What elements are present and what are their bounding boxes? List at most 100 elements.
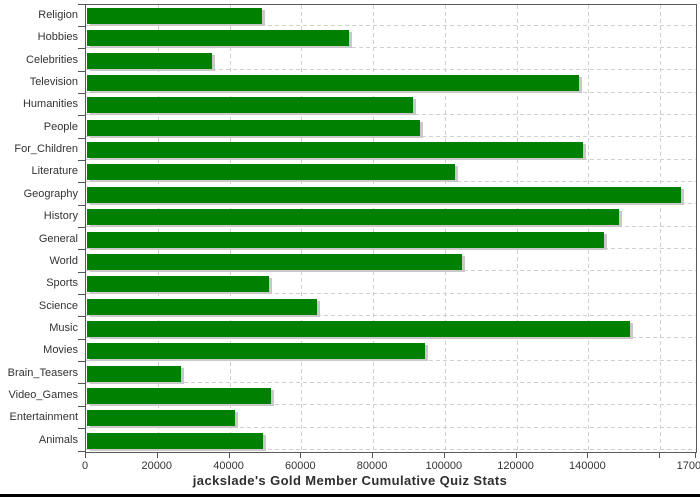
category-label-Science: Science [38, 299, 78, 312]
x-axis-tick-label: 100000 [425, 460, 463, 472]
y-axis-tick [78, 361, 85, 363]
category-label-Hobbies: Hobbies [37, 31, 78, 44]
y-axis-tick [78, 338, 85, 340]
category-gridline [86, 158, 696, 160]
x-axis-tick-label: 40000 [213, 460, 244, 472]
y-axis-tick [78, 428, 85, 430]
bar-Video_Games [87, 387, 272, 404]
category-label-Movies: Movies [43, 344, 78, 357]
bar-Television [87, 75, 580, 92]
bar-Celebrities [87, 52, 212, 69]
x-axis-tick [695, 453, 696, 458]
y-axis-tick [78, 294, 85, 296]
category-label-Religion: Religion [38, 9, 78, 21]
x-axis-tick-label: 80000 [356, 460, 388, 472]
y-axis-tick [78, 70, 85, 72]
vertical-gridline [444, 5, 446, 452]
category-gridline [86, 359, 696, 361]
vertical-gridline [157, 5, 159, 452]
bar-General [87, 231, 605, 248]
bar-Music [87, 320, 631, 337]
category-label-Geography: Geography [23, 187, 78, 200]
y-axis-tick [78, 92, 85, 94]
bar-For_Children [87, 142, 584, 159]
category-gridline [86, 404, 696, 406]
bar-Hobbies [87, 30, 349, 47]
x-axis-tick [372, 453, 374, 458]
y-axis-tick [78, 115, 85, 117]
vertical-gridline [229, 5, 231, 452]
bar-Religion [87, 8, 262, 24]
category-label-Music: Music [49, 321, 78, 334]
category-label-World: World [49, 254, 78, 267]
y-axis-tick [78, 4, 85, 5]
category-gridline [86, 449, 696, 451]
x-axis-tick-label: 170000 [676, 460, 700, 472]
y-axis-tick [78, 25, 85, 27]
category-label-Humanities: Humanities [22, 98, 78, 111]
bar-Animals [87, 432, 263, 449]
y-axis-tick [78, 48, 85, 50]
category-gridline [86, 180, 696, 182]
category-label-Sports: Sports [46, 277, 78, 290]
category-gridline [86, 337, 696, 339]
y-axis-tick [78, 137, 85, 139]
x-axis-tick-label: 0 [81, 460, 89, 472]
y-axis-tick [78, 227, 85, 228]
vertical-gridline [588, 5, 590, 452]
chart-title: jackslade's Gold Member Cumulative Quiz … [192, 473, 508, 488]
bar-Sports [87, 276, 269, 293]
vertical-gridline [660, 5, 662, 452]
category-label-Brain_Teasers: Brain_Teasers [7, 366, 78, 379]
x-axis-tick [515, 453, 517, 458]
vertical-gridline [516, 5, 518, 452]
x-axis-tick-label: 140000 [568, 460, 606, 472]
y-axis-tick [78, 316, 85, 318]
bar-World [87, 253, 462, 270]
category-label-Television: Television [29, 76, 78, 89]
y-axis-tick [78, 204, 85, 206]
y-axis-tick [78, 271, 85, 273]
x-axis-tick [587, 453, 589, 458]
category-label-People: People [43, 120, 78, 133]
category-label-General: General [38, 232, 78, 245]
bar-Entertainment [87, 410, 236, 427]
category-gridline [86, 248, 696, 249]
category-label-Celebrities: Celebrities [26, 53, 78, 66]
bar-Brain_Teasers [87, 365, 181, 382]
x-axis-tick [300, 453, 302, 458]
category-gridline [86, 225, 696, 227]
category-gridline [86, 24, 696, 26]
category-gridline [86, 426, 696, 428]
x-axis-tick [228, 453, 230, 458]
x-axis-tick [443, 453, 445, 458]
bar-History [87, 209, 619, 226]
category-gridline [86, 315, 696, 317]
category-label-History: History [43, 210, 78, 223]
category-label-Entertainment: Entertainment [9, 411, 78, 424]
category-gridline [86, 203, 696, 205]
bar-Science [87, 298, 317, 315]
x-axis-tick [85, 453, 86, 458]
y-axis-tick [78, 182, 85, 184]
category-gridline [86, 46, 696, 48]
category-gridline [86, 382, 696, 384]
bar-Movies [87, 343, 425, 360]
category-label-For_Children: For_Children [14, 143, 78, 156]
bar-People [87, 119, 420, 136]
category-gridline [86, 91, 696, 93]
y-axis-tick [78, 405, 85, 407]
x-axis-tick-label: 60000 [284, 460, 316, 472]
category-gridline [86, 292, 696, 294]
plot-area [85, 4, 697, 453]
bar-Geography [87, 186, 682, 203]
category-gridline [86, 113, 696, 115]
x-axis-tick [156, 453, 158, 458]
x-axis-tick-label: 120000 [497, 460, 534, 472]
y-axis-tick [78, 383, 85, 385]
vertical-gridline [301, 5, 303, 452]
vertical-gridline [373, 5, 375, 452]
y-axis-tick [78, 249, 85, 251]
category-label-Video_Games: Video_Games [8, 388, 78, 401]
